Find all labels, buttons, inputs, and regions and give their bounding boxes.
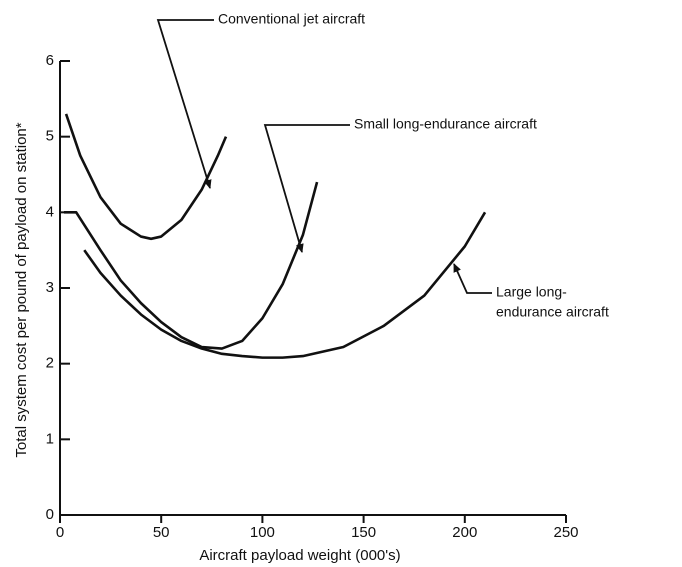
x-tick-label: 100: [250, 524, 275, 541]
y-tick-label: 5: [46, 128, 54, 145]
annotation-leaders: [156, 19, 492, 294]
y-tick-label: 1: [46, 430, 54, 447]
y-tick-label: 2: [46, 355, 54, 372]
x-tick-label: 200: [452, 524, 477, 541]
curve: [64, 113, 228, 241]
y-tick-label: 6: [46, 52, 54, 69]
x-tick-label: 50: [153, 524, 170, 541]
annotation: endurance aircraft: [496, 304, 609, 320]
x-tick-label: 150: [351, 524, 376, 541]
annotation: Large long-: [496, 284, 567, 300]
x-tick-label: 250: [553, 524, 578, 541]
curve: [64, 181, 319, 350]
leader: [263, 124, 350, 253]
annotation: Conventional jet aircraft: [218, 11, 365, 27]
leader: [156, 19, 214, 189]
x-axis-label: Aircraft payload weight (000's): [199, 547, 400, 564]
curve: [83, 211, 487, 359]
leader: [453, 263, 492, 294]
x-tick-label: 0: [56, 524, 64, 541]
y-tick-label: 0: [46, 506, 54, 523]
y-tick-label: 4: [46, 203, 54, 220]
y-tick-label: 3: [46, 279, 54, 296]
annotation: Small long-endurance aircraft: [354, 116, 537, 132]
y-axis-label: Total system cost per pound of payload o…: [13, 122, 30, 457]
